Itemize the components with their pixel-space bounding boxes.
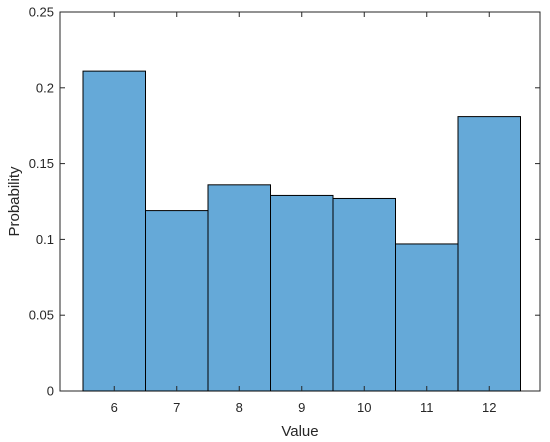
- bar-11: [395, 243, 459, 392]
- bars: [82, 70, 521, 392]
- x-tick-label: 10: [357, 400, 371, 415]
- x-tick-label: 6: [111, 400, 118, 415]
- x-axis-ticks: 6 7 8 9 10 11 12: [111, 12, 496, 415]
- bar-9: [270, 194, 334, 392]
- bar-10: [332, 197, 396, 392]
- y-tick-label: 0.25: [29, 5, 54, 20]
- bar-6: [82, 70, 146, 392]
- y-tick-label: 0: [47, 384, 54, 399]
- bar-12: [457, 116, 521, 392]
- x-tick-label: 8: [236, 400, 243, 415]
- bar-7: [145, 210, 209, 392]
- x-tick-label: 11: [420, 400, 434, 415]
- x-axis-label: Value: [281, 423, 318, 440]
- y-tick-label: 0.1: [36, 232, 54, 247]
- y-axis-label: Probability: [6, 166, 23, 237]
- x-tick-label: 7: [173, 400, 180, 415]
- y-tick-label: 0.05: [29, 308, 54, 323]
- y-tick-label: 0.2: [36, 80, 54, 95]
- bar-8: [207, 184, 271, 392]
- x-tick-label: 9: [298, 400, 305, 415]
- y-axis-ticks: 0 0.05 0.1 0.15 0.2 0.25: [29, 5, 540, 399]
- y-tick-label: 0.15: [29, 156, 54, 171]
- x-tick-label: 12: [482, 400, 496, 415]
